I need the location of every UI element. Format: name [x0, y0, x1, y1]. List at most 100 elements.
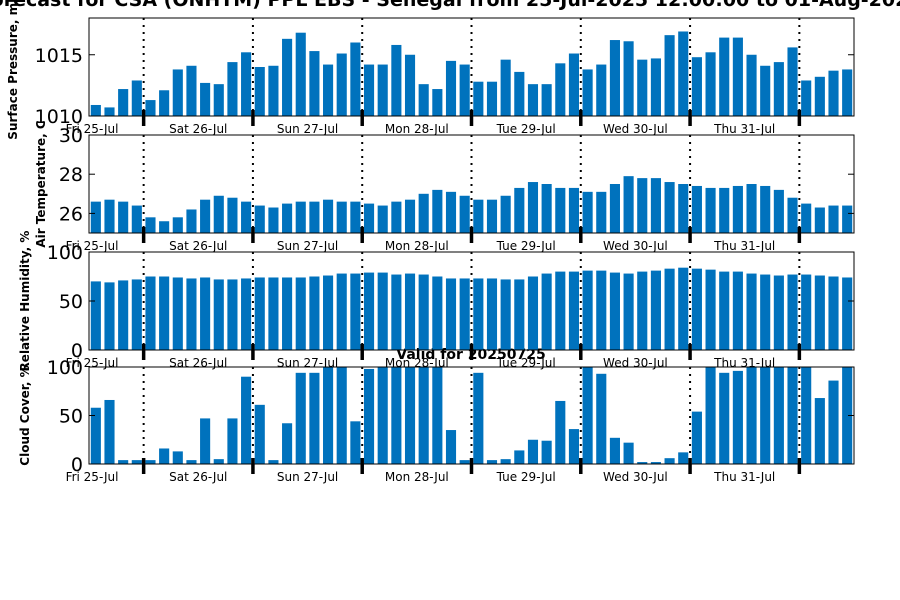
air-temperature-bar [172, 217, 183, 233]
relative-humidity-bar [801, 274, 812, 350]
surface-pressure-bar [760, 65, 771, 116]
surface-pressure-bar [309, 51, 320, 116]
surface-pressure-bar [514, 71, 525, 116]
surface-pressure-ytick-label: 1015 [35, 45, 83, 67]
cloud-cover-bar [801, 367, 812, 464]
air-temperature-xtick-label: Thu 31-Jul [713, 239, 775, 253]
surface-pressure-bar [609, 40, 620, 116]
cloud-cover-bar [486, 460, 498, 464]
relative-humidity-bar [459, 278, 470, 350]
surface-pressure-bar [500, 59, 511, 116]
surface-pressure-bar [118, 89, 129, 116]
relative-humidity-bar [828, 276, 839, 350]
air-temperature-bar [282, 203, 293, 233]
air-temperature-bar [596, 191, 607, 233]
air-temperature-bar [445, 191, 457, 233]
cloud-cover-bar [309, 372, 320, 464]
air-temperature-bar [268, 207, 279, 233]
relative-humidity-bar [842, 277, 853, 350]
cloud-cover-bar [596, 373, 607, 464]
air-temperature-bar [227, 197, 238, 233]
relative-humidity-bar [418, 274, 429, 350]
relative-humidity-bar [596, 270, 607, 350]
relative-humidity-bar [131, 279, 142, 350]
cloud-cover-ytick-label: 100 [47, 357, 83, 379]
relative-humidity-bar [213, 279, 224, 350]
cloud-cover-bar [391, 367, 402, 464]
cloud-cover-bar [104, 399, 115, 464]
cloud-cover-bar [432, 367, 443, 464]
relative-humidity-bar [773, 275, 784, 350]
cloud-cover-bar [282, 423, 293, 464]
relative-humidity-ylabel: Relative Humidity, % [18, 231, 32, 372]
surface-pressure-bar [145, 100, 156, 116]
surface-pressure-bar [596, 64, 607, 116]
surface-pressure-bar [650, 58, 661, 116]
surface-pressure-bar [350, 42, 361, 116]
relative-humidity-bar [118, 280, 129, 350]
surface-pressure-bar [746, 54, 757, 116]
air-temperature-bar [678, 184, 689, 233]
cloud-cover-bar [186, 460, 197, 464]
air-temperature-bar [309, 201, 320, 233]
surface-pressure-bar [172, 69, 183, 116]
surface-pressure-xtick-label: Sat 26-Jul [169, 122, 227, 136]
relative-humidity-bar [473, 278, 484, 350]
cloud-cover-bar [500, 459, 511, 464]
cloud-cover-bar [527, 439, 539, 464]
cloud-cover-bar [555, 400, 566, 464]
relative-humidity-bar [268, 277, 279, 350]
cloud-cover-bar [828, 380, 839, 464]
relative-humidity-bar [295, 277, 306, 350]
surface-pressure-xtick-label: Sun 27-Jul [277, 122, 338, 136]
cloud-cover-bar [323, 367, 334, 464]
air-temperature-bar [336, 201, 347, 233]
relative-humidity-bar [486, 278, 498, 350]
cloud-cover-bar [691, 411, 702, 464]
air-temperature-bar [418, 193, 429, 233]
air-temperature-bar [241, 201, 252, 233]
cloud-cover-bar [582, 367, 593, 464]
surface-pressure-bar [200, 82, 211, 116]
cloud-cover-bar [404, 367, 416, 464]
air-temperature-bar [650, 178, 661, 233]
air-temperature-xtick-label: Sun 27-Jul [277, 239, 338, 253]
relative-humidity-bar [350, 273, 361, 350]
air-temperature-bar [486, 199, 498, 233]
surface-pressure-bar [391, 44, 402, 117]
cloud-cover-xtick-label: Fri 25-Jul [66, 470, 119, 484]
cloud-cover-bar [336, 367, 347, 464]
cloud-cover-bar [159, 448, 170, 464]
air-temperature-ylabel: Air Temperature, C [34, 120, 48, 248]
surface-pressure-bar [268, 65, 279, 116]
relative-humidity-bar [104, 282, 115, 350]
air-temperature-bar [527, 182, 539, 233]
cloud-cover-bar [623, 442, 634, 464]
surface-pressure-xtick-label: Mon 28-Jul [385, 122, 449, 136]
air-temperature-bar [104, 199, 115, 233]
air-temperature-bar [705, 187, 716, 233]
air-temperature-ytick-label: 30 [59, 125, 83, 147]
surface-pressure-bar [568, 53, 580, 116]
relative-humidity-bar [90, 281, 101, 350]
air-temperature-bar [773, 189, 784, 233]
air-temperature-xtick-label: Wed 30-Jul [603, 239, 668, 253]
cloud-cover-bar [787, 367, 798, 464]
relative-humidity-bar [363, 272, 375, 350]
air-temperature-bar [432, 189, 443, 233]
air-temperature-bar [541, 184, 552, 233]
surface-pressure-bar [732, 37, 743, 116]
surface-pressure-xtick-label: Tue 29-Jul [496, 122, 556, 136]
air-temperature-bar [90, 201, 101, 233]
surface-pressure-bar [814, 76, 825, 116]
relative-humidity-bar [650, 270, 661, 350]
air-temperature-bar [350, 201, 361, 233]
cloud-cover-bar [705, 367, 716, 464]
air-temperature-bar [801, 203, 812, 233]
air-temperature-bar [145, 217, 156, 233]
relative-humidity-ytick-label: 0 [71, 340, 83, 362]
air-temperature-bar [814, 207, 825, 233]
cloud-cover-bar [200, 418, 211, 464]
air-temperature-ytick-label: 28 [59, 164, 83, 186]
air-temperature-bar [254, 205, 265, 233]
